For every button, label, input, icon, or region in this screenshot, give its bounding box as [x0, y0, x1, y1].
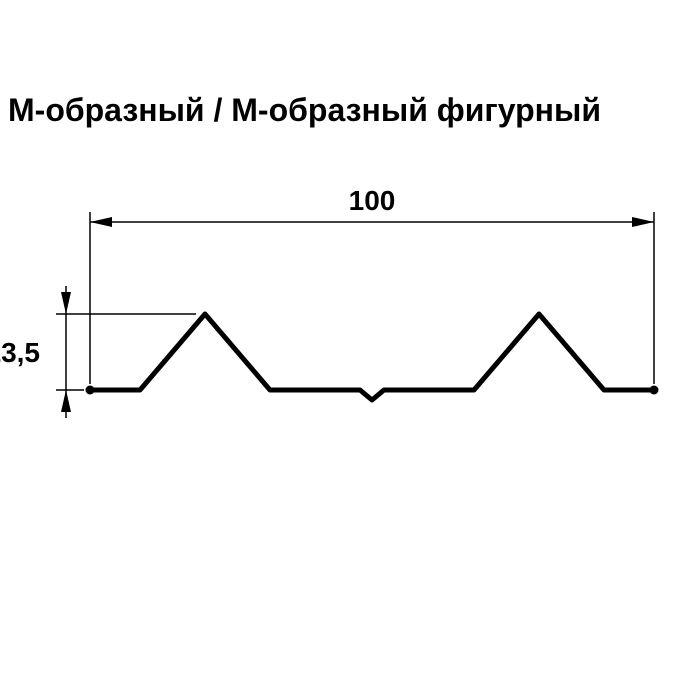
dim-width-arrow-right: [632, 217, 654, 227]
dim-height-label: 13,5: [0, 337, 40, 368]
diagram-canvas: М-образный / М-образный фигурный 10013,5: [0, 0, 700, 700]
profile-endcap-right: [650, 386, 659, 395]
profile-endcap-left: [86, 386, 95, 395]
dim-height-arrow-bottom: [61, 390, 71, 412]
dim-width-arrow-left: [90, 217, 112, 227]
profile-shape: [90, 314, 654, 400]
dim-width-label: 100: [349, 185, 396, 216]
dim-height-arrow-top: [61, 292, 71, 314]
diagram-svg: 100 13,5: [0, 0, 700, 700]
